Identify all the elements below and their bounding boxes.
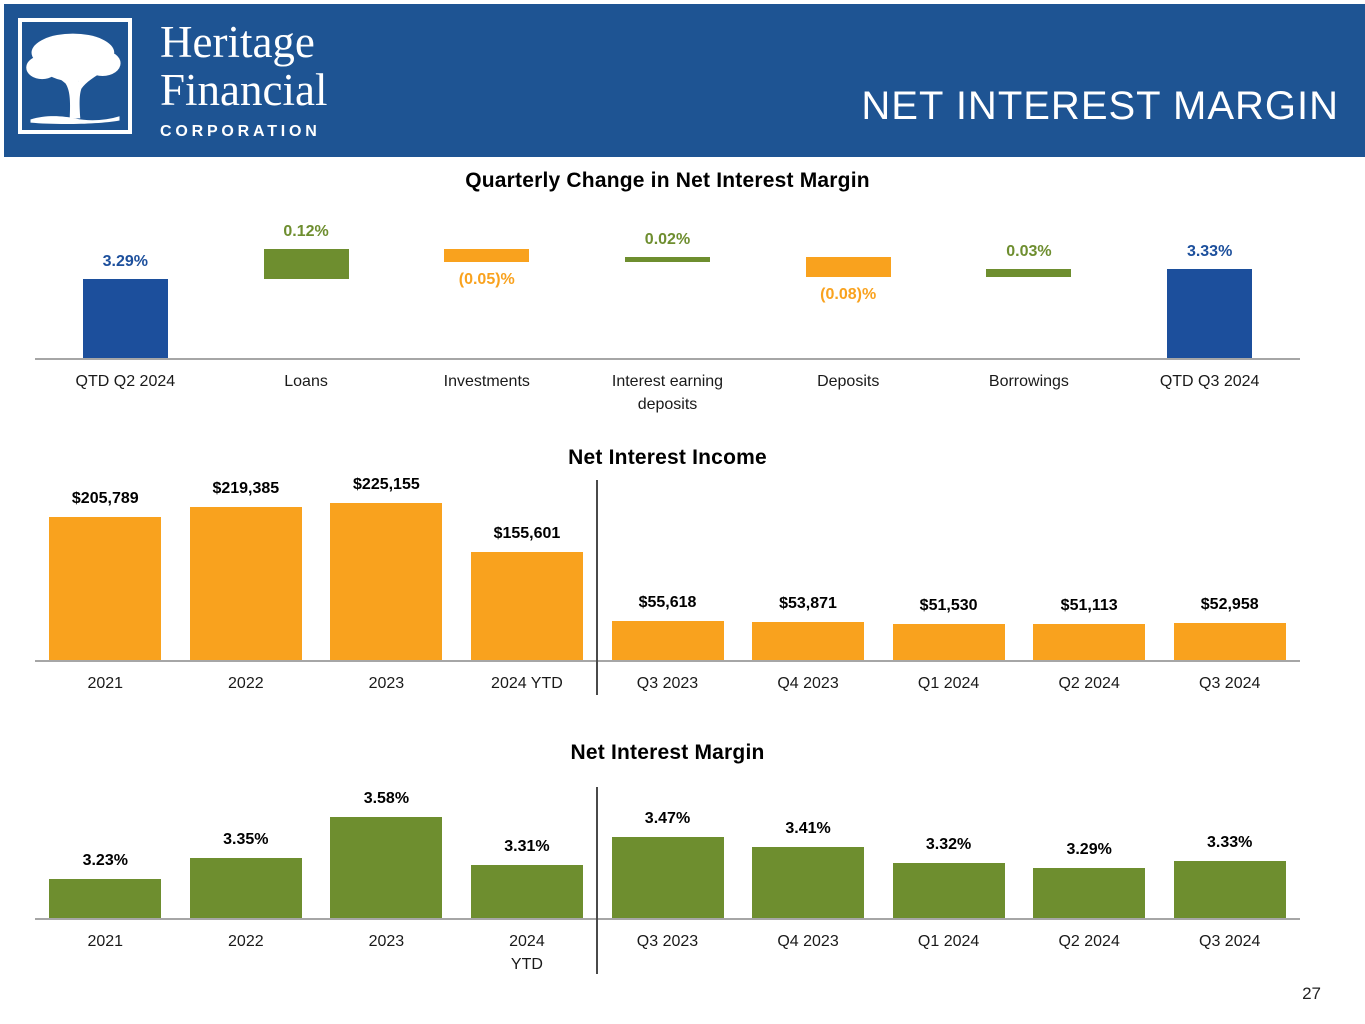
category-label: 2021 bbox=[87, 675, 124, 692]
waterfall-chart-title: Quarterly Change in Net Interest Margin bbox=[465, 169, 870, 192]
waterfall-bar bbox=[82, 279, 168, 358]
category-label: Q2 2024 bbox=[1058, 933, 1120, 950]
bar-value-label: 3.23% bbox=[82, 852, 128, 870]
waterfall-bar bbox=[625, 256, 710, 262]
bar-value-label: 3.35% bbox=[223, 830, 269, 848]
waterfall-value-label: (0.08)% bbox=[820, 285, 877, 303]
bar bbox=[470, 551, 583, 660]
category-label: 2022 bbox=[228, 933, 264, 950]
bar-value-label: $155,601 bbox=[493, 524, 561, 542]
category-label: 2024 YTD bbox=[509, 933, 545, 973]
bar bbox=[752, 622, 865, 660]
bar bbox=[611, 621, 724, 660]
category-label: Q3 2024 bbox=[1199, 675, 1261, 692]
waterfall-bar bbox=[1167, 269, 1253, 358]
waterfall-bar bbox=[986, 269, 1072, 277]
period-divider bbox=[596, 480, 599, 695]
bar bbox=[1173, 623, 1286, 660]
period-divider bbox=[596, 787, 599, 974]
bar bbox=[330, 817, 443, 918]
bar bbox=[892, 863, 1005, 918]
waterfall-value-label: 0.03% bbox=[1006, 243, 1052, 261]
bar bbox=[189, 857, 302, 918]
category-label: Deposits bbox=[817, 373, 880, 390]
bar-value-label: $53,871 bbox=[779, 595, 837, 613]
bar-value-label: 3.41% bbox=[785, 820, 831, 838]
waterfall-chart: Quarterly Change in Net Interest Margin … bbox=[35, 168, 1300, 420]
page-number: 27 bbox=[1302, 984, 1321, 1003]
category-label: Q1 2024 bbox=[917, 933, 980, 950]
category-label: Q4 2023 bbox=[777, 675, 839, 692]
waterfall-plot: 3.29% 0.12% (0.05)% 0.02% (0.08)% 0.03% 3.33% bbox=[35, 213, 1300, 360]
logo-word-financial: Financial bbox=[160, 65, 328, 115]
nim-chart-title: Net Interest Margin bbox=[570, 741, 765, 764]
slide-title: NET INTEREST MARGIN bbox=[861, 84, 1339, 128]
bar-value-label: $52,958 bbox=[1200, 596, 1259, 614]
bar-value-label: $51,530 bbox=[919, 597, 978, 615]
category-label: Interest earning deposits bbox=[611, 373, 724, 413]
bar bbox=[1033, 868, 1146, 918]
logo-wordmark: Heritage Financial CORPORATION bbox=[160, 12, 327, 141]
waterfall-categories: QTD Q2 2024 Loans Investments Interest earn… bbox=[35, 360, 1300, 420]
bar bbox=[752, 847, 865, 918]
category-label: Q3 2023 bbox=[636, 675, 699, 692]
bar-value-label: $55,618 bbox=[638, 594, 697, 612]
bar-value-label: 3.58% bbox=[363, 790, 410, 808]
waterfall-value-label: 3.29% bbox=[102, 253, 149, 271]
category-label: Q4 2023 bbox=[777, 933, 839, 950]
bar-value-label: $51,113 bbox=[1060, 597, 1118, 615]
waterfall-value-label: (0.05)% bbox=[458, 270, 515, 288]
bar-value-label: $225,155 bbox=[353, 476, 420, 493]
logo-word-heritage: Heritage bbox=[160, 17, 315, 67]
category-label: 2023 bbox=[368, 675, 405, 692]
category-label: 2021 bbox=[87, 933, 124, 950]
header-band: Heritage Financial CORPORATION NET INTER… bbox=[4, 4, 1365, 157]
category-label: Q1 2024 bbox=[917, 675, 980, 692]
income-categories: 2021 2022 2023 2024 YTD Q3 2023 Q4 2023 Q1 202… bbox=[35, 662, 1300, 722]
income-plot: $205,789 $219,385 $225,155 $155,601 $55,618 $… bbox=[35, 475, 1300, 695]
nim-categories: 2021 2022 2023 2024 YTD Q3 2023 Q4 2023 Q1 202… bbox=[35, 920, 1300, 980]
bar bbox=[611, 836, 724, 918]
waterfall-bar bbox=[444, 249, 530, 262]
bar bbox=[49, 879, 162, 918]
category-label: Loans bbox=[284, 373, 328, 390]
waterfall-value-label: 3.33% bbox=[1186, 243, 1233, 261]
bar bbox=[470, 864, 583, 918]
category-label: Q3 2023 bbox=[636, 933, 699, 950]
bar bbox=[330, 503, 443, 660]
category-label: 2023 bbox=[368, 933, 405, 950]
net-interest-income-chart: Net Interest Income $205,789 $219,385 $225… bbox=[35, 445, 1300, 722]
income-chart-title: Net Interest Income bbox=[568, 446, 767, 469]
category-label: 2022 bbox=[228, 675, 264, 692]
bar bbox=[1173, 861, 1286, 918]
waterfall-value-label: 0.12% bbox=[283, 223, 329, 241]
bar-value-label: 3.31% bbox=[504, 837, 550, 855]
category-label: QTD Q3 2024 bbox=[1159, 373, 1260, 390]
bar bbox=[1033, 624, 1146, 660]
bar bbox=[892, 624, 1005, 660]
category-label: Q2 2024 bbox=[1058, 675, 1120, 692]
category-label: Q3 2024 bbox=[1199, 933, 1261, 950]
bar bbox=[49, 516, 162, 660]
bar-value-label: 3.29% bbox=[1066, 841, 1112, 859]
bar-value-label: $205,789 bbox=[71, 489, 139, 507]
net-interest-margin-chart: Net Interest Margin 3.23% 3.35% 3.58% 3.31%… bbox=[35, 740, 1300, 980]
bar-value-label: $219,385 bbox=[212, 480, 280, 498]
nim-plot: 3.23% 3.35% 3.58% 3.31% 3.47% 3.41% 3.32% 3.29%… bbox=[35, 785, 1300, 974]
bar bbox=[189, 507, 302, 660]
category-label: Investments bbox=[443, 373, 530, 390]
bar-value-label: 3.47% bbox=[644, 809, 691, 827]
category-label: 2024 YTD bbox=[491, 675, 563, 692]
logo-word-corporation: CORPORATION bbox=[160, 123, 321, 140]
waterfall-bar bbox=[805, 256, 891, 277]
bar-value-label: 3.33% bbox=[1207, 834, 1253, 852]
bar-value-label: 3.32% bbox=[925, 836, 972, 854]
heritage-logo: Heritage Financial CORPORATION bbox=[18, 12, 327, 141]
category-label: Borrowings bbox=[988, 373, 1069, 390]
category-label: QTD Q2 2024 bbox=[75, 373, 176, 390]
waterfall-value-label: 0.02% bbox=[644, 230, 691, 248]
tree-logo-icon bbox=[18, 18, 132, 134]
waterfall-bar bbox=[263, 249, 349, 280]
